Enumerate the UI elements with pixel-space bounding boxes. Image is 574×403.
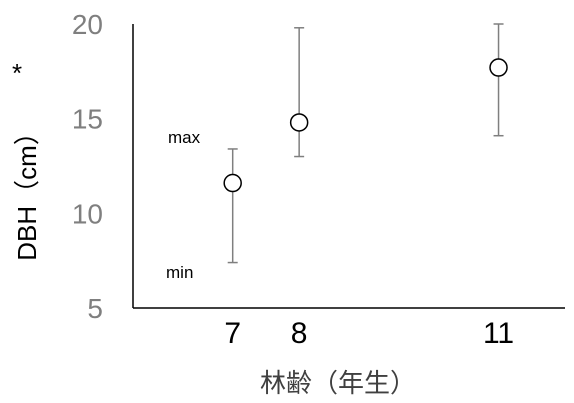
y-tick-label: 10 — [72, 198, 103, 229]
min-annotation: min — [166, 263, 193, 282]
x-tick-label: 7 — [224, 317, 241, 350]
y-axis-title: DBH（cm） — [12, 119, 42, 261]
y-tick-labels: 5 10 15 20 — [72, 9, 103, 324]
x-tick-label: 8 — [291, 317, 308, 350]
data-point — [223, 173, 242, 193]
x-tick-labels: 7 8 11 — [224, 317, 514, 350]
y-tick-label: 5 — [87, 293, 103, 324]
x-axis-title: 林齢（年生） — [260, 368, 416, 398]
data-point — [289, 113, 309, 132]
y-tick-label: 20 — [72, 9, 103, 40]
data-points — [223, 58, 508, 193]
y-tick-label: 15 — [72, 104, 103, 135]
x-tick-label: 11 — [483, 317, 514, 350]
axes — [132, 24, 565, 309]
max-annotation: max — [168, 128, 201, 147]
y-axis-title-asterisk: * — [12, 58, 22, 88]
data-point — [489, 58, 508, 77]
error-bars — [227, 23, 504, 264]
